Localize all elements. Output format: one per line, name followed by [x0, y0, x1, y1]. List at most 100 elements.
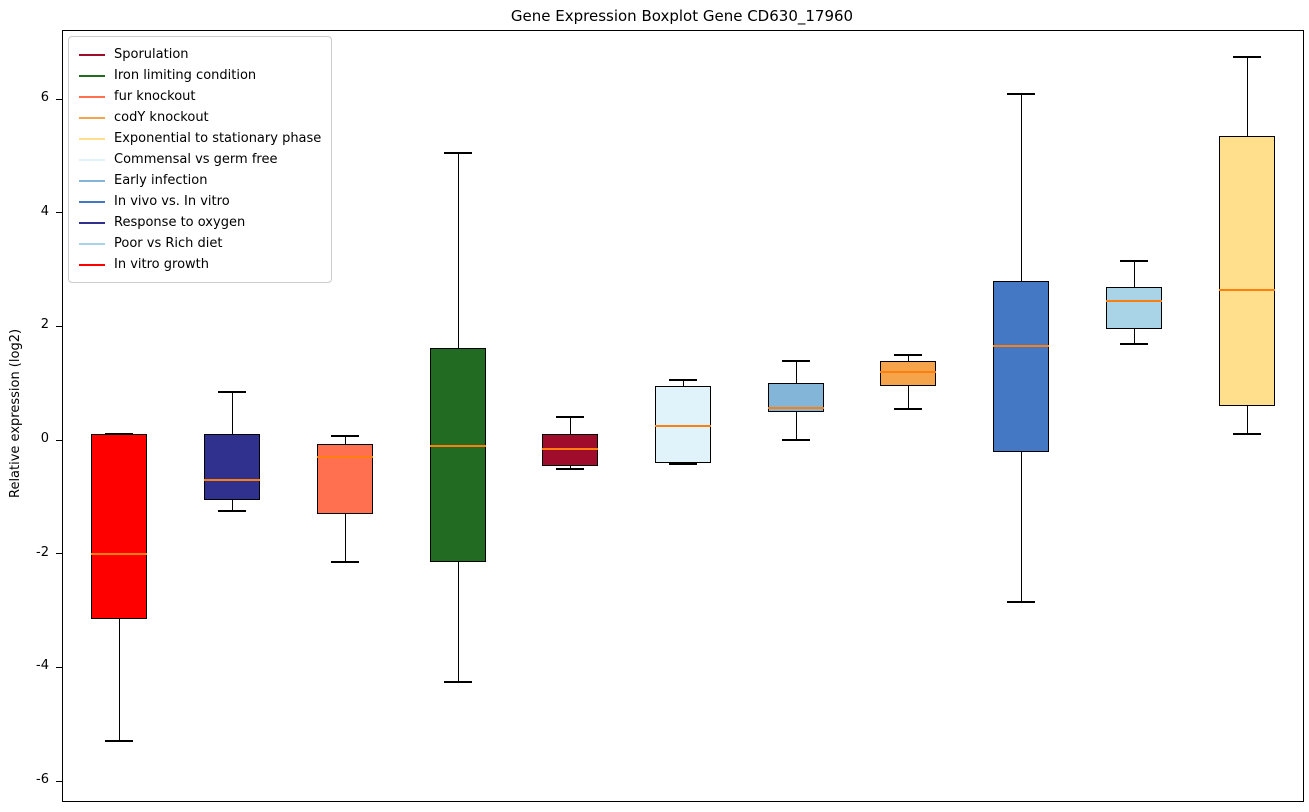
box-exponential-to-stationary-phase: [1219, 136, 1275, 407]
legend-item-label: Exponential to stationary phase: [114, 131, 322, 146]
y-tick-mark: [56, 553, 62, 555]
median-line-commensal-vs-germ-free: [655, 424, 711, 427]
median-line-early-infection: [768, 406, 824, 409]
upper-whisker-cap-poor-vs-rich-diet: [1120, 260, 1148, 263]
y-tick-mark: [56, 98, 62, 100]
lower-whisker-cody-knockout: [907, 386, 909, 409]
lower-whisker-cap-in-vitro-growth: [105, 740, 133, 743]
y-tick-label: 4: [40, 203, 49, 219]
upper-whisker-cap-exponential-to-stationary-phase: [1233, 55, 1261, 58]
lower-whisker-cap-iron-limiting-condition: [444, 680, 472, 683]
upper-whisker-commensal-vs-germ-free: [682, 380, 684, 387]
legend-item-cody-knockout: codY knockout: [79, 107, 321, 128]
legend-color-line: [79, 158, 105, 161]
upper-whisker-cap-fur-knockout: [331, 435, 359, 438]
legend-item-label: In vivo vs. In vitro: [114, 194, 230, 209]
y-tick-mark: [56, 325, 62, 327]
legend-color-line: [79, 53, 105, 56]
lower-whisker-cap-fur-knockout: [331, 561, 359, 564]
upper-whisker-cody-knockout: [907, 354, 909, 361]
median-line-poor-vs-rich-diet: [1106, 299, 1162, 302]
legend-color-line: [79, 179, 105, 182]
legend-color-line: [79, 116, 105, 119]
lower-whisker-in-vitro-growth: [118, 619, 120, 742]
upper-whisker-poor-vs-rich-diet: [1133, 261, 1135, 287]
box-fur-knockout: [317, 444, 373, 515]
lower-whisker-cap-commensal-vs-germ-free: [669, 463, 697, 466]
legend-item-label: Iron limiting condition: [114, 68, 257, 83]
upper-whisker-sporulation: [569, 417, 571, 435]
legend-item-label: Poor vs Rich diet: [114, 236, 223, 251]
y-tick-label: -6: [36, 772, 49, 788]
y-tick-label: 0: [40, 431, 49, 447]
median-line-fur-knockout: [317, 456, 373, 459]
median-line-sporulation: [542, 447, 598, 450]
upper-whisker-response-to-oxygen: [231, 391, 233, 435]
upper-whisker-in-vivo-vs-in-vitro: [1020, 93, 1022, 282]
lower-whisker-early-infection: [795, 411, 797, 441]
y-tick-label: 2: [40, 317, 49, 333]
chart-title: Gene Expression Boxplot Gene CD630_17960: [510, 7, 854, 25]
legend-item-label: In vitro growth: [114, 257, 209, 272]
legend-color-line: [79, 137, 105, 140]
lower-whisker-sporulation: [569, 465, 571, 469]
lower-whisker-cap-poor-vs-rich-diet: [1120, 342, 1148, 345]
box-in-vitro-growth: [91, 434, 147, 620]
legend-color-line: [79, 242, 105, 245]
legend-color-line: [79, 200, 105, 203]
lower-whisker-cap-response-to-oxygen: [218, 510, 246, 513]
upper-whisker-cap-early-infection: [782, 359, 810, 362]
legend-color-line: [79, 74, 105, 77]
legend-item-in-vivo-vs-in-vitro: In vivo vs. In vitro: [79, 191, 321, 212]
box-sporulation: [542, 434, 598, 466]
plot-area: -6 -4 -2 0 2 4 6: [36, 30, 1304, 802]
y-tick-mark: [56, 439, 62, 441]
upper-whisker-cap-iron-limiting-condition: [444, 152, 472, 155]
lower-whisker-cap-exponential-to-stationary-phase: [1233, 433, 1261, 436]
legend-item-in-vitro-growth: In vitro growth: [79, 254, 321, 275]
upper-whisker-cap-commensal-vs-germ-free: [669, 379, 697, 382]
upper-whisker-cap-response-to-oxygen: [218, 390, 246, 393]
legend-item-commensal-vs-germ-free: Commensal vs germ free: [79, 149, 321, 170]
upper-whisker-cap-in-vivo-vs-in-vitro: [1007, 92, 1035, 95]
upper-whisker-exponential-to-stationary-phase: [1246, 56, 1248, 137]
lower-whisker-cap-early-infection: [782, 439, 810, 442]
legend-color-line: [79, 263, 105, 266]
legend-item-exponential-to-stationary-phase: Exponential to stationary phase: [79, 128, 321, 149]
lower-whisker-cap-cody-knockout: [894, 407, 922, 410]
box-response-to-oxygen: [204, 434, 260, 500]
legend-item-label: fur knockout: [114, 89, 196, 104]
legend-color-line: [79, 95, 105, 98]
legend-item-response-to-oxygen: Response to oxygen: [79, 212, 321, 233]
box-in-vivo-vs-in-vitro: [993, 281, 1049, 452]
y-axis-label: Relative expression (log2): [8, 328, 23, 498]
lower-whisker-in-vivo-vs-in-vitro: [1020, 451, 1022, 603]
y-tick-label: 6: [40, 90, 49, 106]
legend-item-label: Sporulation: [114, 47, 189, 62]
upper-whisker-cap-cody-knockout: [894, 353, 922, 356]
box-commensal-vs-germ-free: [655, 386, 711, 463]
legend-item-label: Response to oxygen: [114, 215, 246, 230]
lower-whisker-fur-knockout: [344, 514, 346, 563]
y-tick-mark: [56, 212, 62, 214]
legend: Sporulation Iron limiting condition fur kn…: [68, 36, 333, 283]
median-line-in-vitro-growth: [91, 552, 147, 555]
upper-whisker-fur-knockout: [344, 436, 346, 445]
lower-whisker-poor-vs-rich-diet: [1133, 329, 1135, 344]
legend-item-label: codY knockout: [114, 110, 209, 125]
lower-whisker-cap-in-vivo-vs-in-vitro: [1007, 601, 1035, 604]
legend-color-line: [79, 221, 105, 224]
legend-item-label: Commensal vs germ free: [114, 152, 278, 167]
legend-item-poor-vs-rich-diet: Poor vs Rich diet: [79, 233, 321, 254]
lower-whisker-iron-limiting-condition: [457, 562, 459, 682]
y-tick-mark: [56, 666, 62, 668]
legend-item-sporulation: Sporulation: [79, 44, 321, 65]
box-iron-limiting-condition: [430, 348, 486, 563]
y-tick-label: -2: [36, 544, 49, 560]
lower-whisker-cap-sporulation: [556, 467, 584, 470]
lower-whisker-response-to-oxygen: [231, 499, 233, 512]
median-line-iron-limiting-condition: [430, 444, 486, 447]
upper-whisker-early-infection: [795, 360, 797, 384]
median-line-response-to-oxygen: [204, 478, 260, 481]
